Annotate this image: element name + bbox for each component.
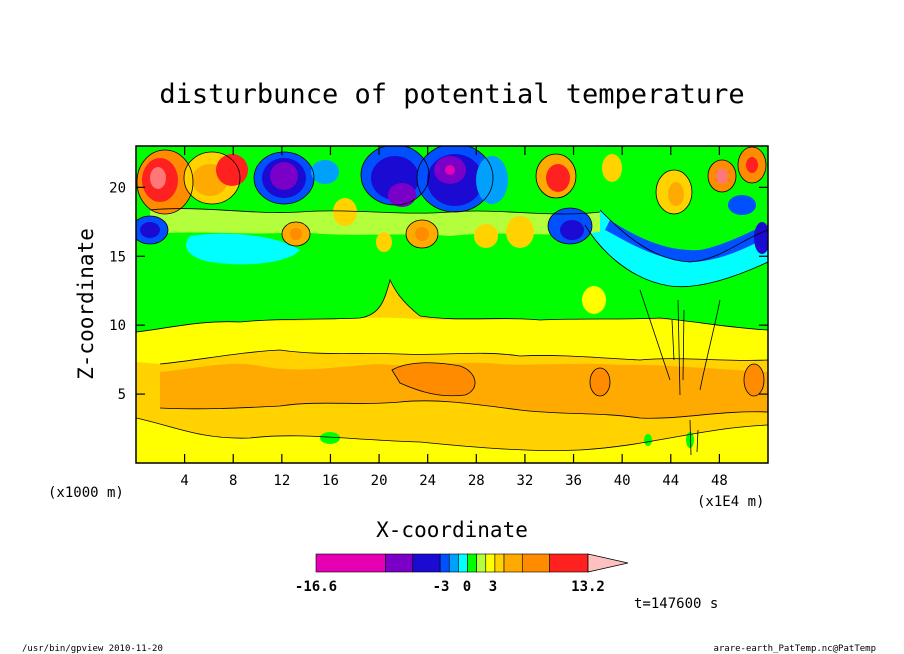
colorbar-mid-label-2: 0: [463, 579, 471, 595]
heatmap-field: [136, 146, 768, 463]
y-tick-label: 5: [118, 387, 126, 403]
y-axis: 5 10 15 20: [109, 180, 768, 403]
contour-lines: [136, 146, 768, 456]
colorbar-min-label: -16.6: [295, 579, 337, 595]
x-tick-label: 4: [180, 473, 188, 489]
x-tick-label: 32: [516, 473, 533, 489]
band-light-yellow-bottom: [136, 418, 768, 463]
colorbar-segment: [494, 553, 505, 573]
x-tick-label: 28: [468, 473, 485, 489]
x-tick-label: 44: [662, 473, 679, 489]
colorbar-segment: [412, 553, 441, 573]
band-cyan-right: [585, 210, 768, 287]
y-axis-label: Z-coordinate: [74, 228, 98, 380]
y-tick-label: 10: [109, 318, 126, 334]
colorbar: [315, 553, 629, 573]
colorbar-segment: [467, 553, 477, 573]
y-tick-label: 20: [109, 180, 126, 196]
colorbar-segment: [315, 553, 386, 573]
colorbar-segment: [485, 553, 496, 573]
x-tick-label: 48: [711, 473, 728, 489]
x-tick-label: 8: [229, 473, 237, 489]
colorbar-segment: [439, 553, 450, 573]
footer-left: /usr/bin/gpview 2010-11-20: [22, 644, 163, 654]
band-deep-orange: [392, 362, 476, 396]
time-label: t=147600 s: [634, 596, 718, 612]
colorbar-segment: [458, 553, 468, 573]
colorbar-segment: [521, 553, 550, 573]
x-unit-right: (x1E4 m): [697, 494, 764, 510]
colorbar-segment: [549, 553, 589, 573]
colorbar-overflow-triangle: [587, 553, 629, 573]
x-axis-label: X-coordinate: [376, 518, 528, 542]
y-tick-label: 15: [109, 249, 126, 265]
x-axis: 4 8 12 16 20 24 28 32 36 40 44 48: [180, 146, 728, 489]
x-tick-label: 36: [565, 473, 582, 489]
x-tick-label: 16: [322, 473, 339, 489]
cells-upper: [136, 146, 768, 448]
x-tick-label: 40: [614, 473, 631, 489]
x-tick-label: 24: [419, 473, 436, 489]
x-tick-label: 20: [371, 473, 388, 489]
footer-right: arare-earth_PatTemp.nc@PatTemp: [713, 644, 876, 654]
chart-title: disturbunce of potential temperature: [159, 79, 744, 110]
colorbar-segment: [385, 553, 414, 573]
colorbar-segment: [503, 553, 523, 573]
colorbar-mid-label-1: -3: [433, 579, 450, 595]
colorbar-max-label: 13.2: [571, 579, 605, 595]
colorbar-segment: [476, 553, 487, 573]
colorbar-segment: [448, 553, 459, 573]
band-yellow-mid: [136, 317, 768, 364]
x-tick-label: 12: [273, 473, 290, 489]
band-blue-right: [605, 220, 768, 262]
colorbar-mid-label-3: 3: [489, 579, 497, 595]
plot-frame: [135, 145, 769, 464]
x-unit-left: (x1000 m): [48, 485, 124, 501]
band-cyan-lower: [186, 233, 300, 265]
